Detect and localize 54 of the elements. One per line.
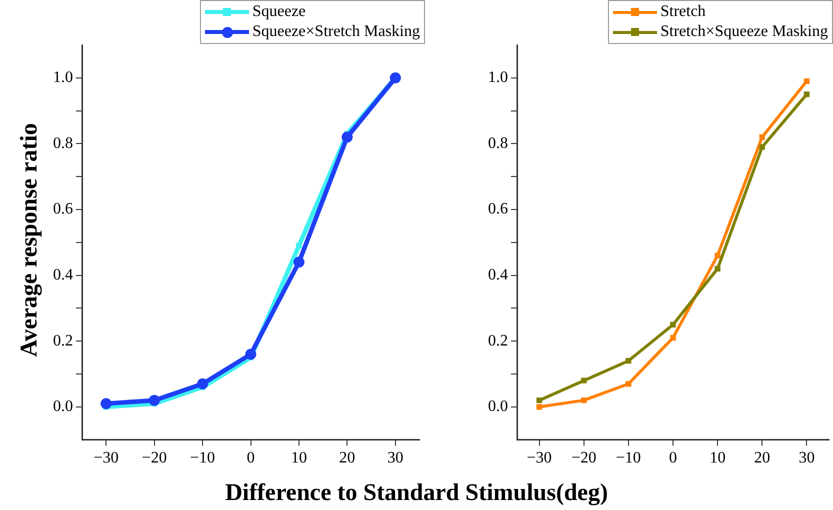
x-tick-label: 30 [387,450,404,467]
y-tick-label: 0.8 [488,134,508,152]
point [714,266,720,272]
point [581,397,587,404]
x-tick-label: 10 [710,450,726,467]
x-tick-label: 0 [246,450,255,467]
point [342,132,353,143]
y-tick-label: 1.0 [488,69,508,86]
point [714,252,720,258]
point [390,72,401,84]
point [670,322,676,328]
x-tick-label: −20 [571,450,596,467]
x-tick-label: −10 [616,450,641,467]
point [804,92,810,98]
y-tick-label: 0.6 [488,200,508,218]
x-tick-label: −30 [526,450,552,467]
point [245,348,256,360]
point [293,256,304,268]
y-tick-label: 0.4 [53,266,73,284]
x-tick-label: 20 [754,450,770,467]
point [197,378,208,390]
x-tick-label: 10 [290,450,307,467]
point [148,394,160,406]
y-tick-label: 1.0 [53,69,73,86]
point [759,134,765,140]
y-tick-label: 0.8 [53,134,73,152]
point [100,398,112,410]
y-tick-label: 0.6 [53,200,73,218]
point [626,381,632,387]
x-tick-label: 30 [798,450,815,467]
point [296,242,302,249]
y-tick-label: 0.2 [488,332,508,350]
x-tick-label: −10 [190,450,216,467]
x-tick-label: −20 [142,450,167,467]
y-axis-title: Average response ratio [16,123,44,357]
y-tick-label: 0.2 [53,332,73,350]
point [759,144,765,150]
point [670,334,676,341]
legend-label: Squeeze [252,3,306,21]
point [536,404,542,410]
y-tick-label: 0.0 [488,398,508,416]
legend-label: Stretch×Squeeze Masking [660,23,828,41]
x-tick-label: −30 [94,450,119,467]
point [581,378,587,384]
legend-label: Squeeze×Stretch Masking [252,23,420,41]
x-tick-label: 20 [339,450,356,467]
x-axis-title: Difference to Standard Stimulus(deg) [224,480,609,507]
point [804,78,810,84]
legend-label: Stretch [660,3,706,21]
point [536,397,542,404]
y-tick-label: 0.4 [488,266,508,284]
y-tick-label: 0.0 [53,398,73,416]
x-tick-label: 0 [669,450,677,467]
point [626,358,632,364]
